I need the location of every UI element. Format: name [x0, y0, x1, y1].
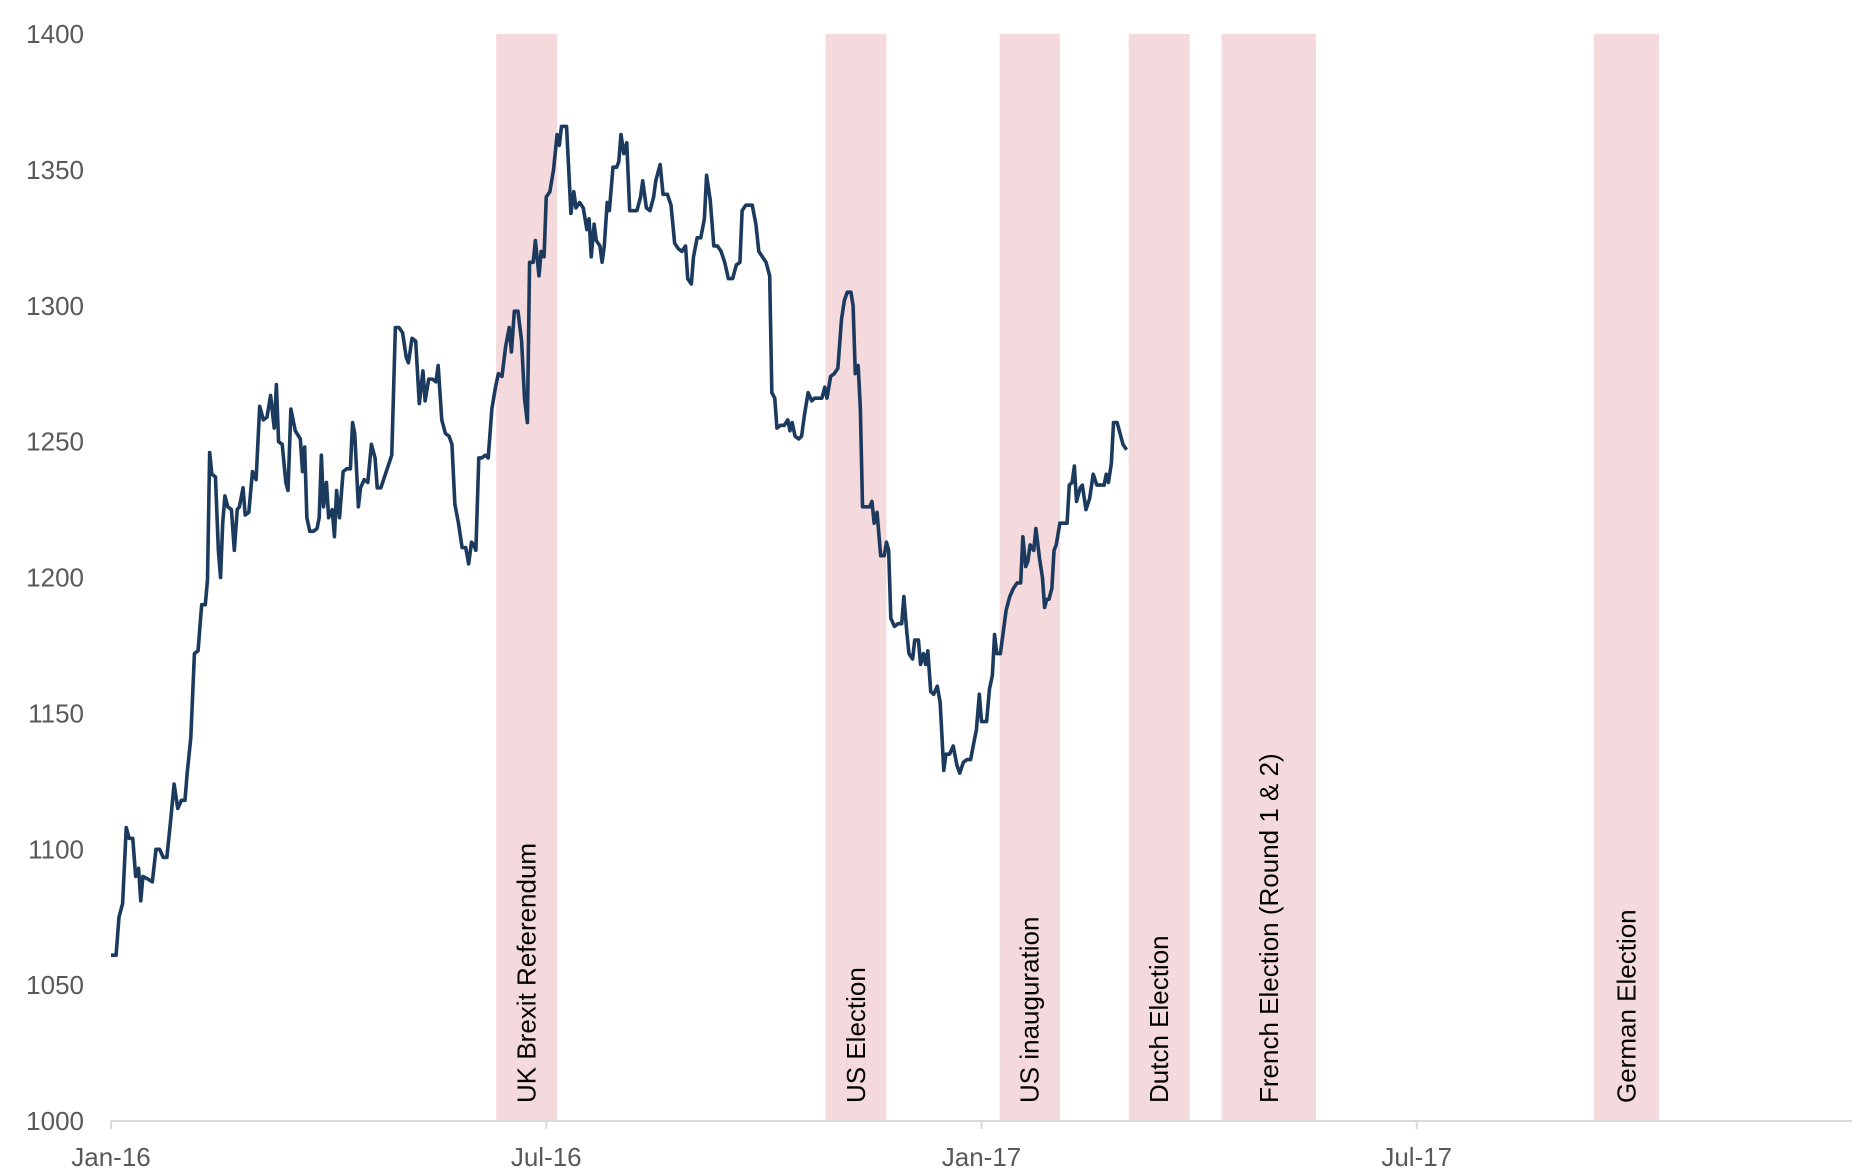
band-label: Dutch Election	[1144, 935, 1174, 1103]
x-tick-label: Jan-16	[71, 1142, 151, 1172]
event-band	[1593, 34, 1660, 1121]
event-band	[1128, 34, 1190, 1121]
x-tick-label: Jul-16	[511, 1142, 582, 1172]
y-tick-label: 1050	[26, 970, 84, 1000]
x-tick-label: Jan-17	[942, 1142, 1022, 1172]
y-tick-label: 1400	[26, 19, 84, 49]
event-band	[825, 34, 887, 1121]
y-tick-label: 1150	[28, 698, 84, 728]
y-tick-label: 1100	[28, 834, 84, 864]
band-label: US inauguration	[1015, 917, 1045, 1103]
band-label: US Election	[841, 967, 871, 1103]
band-label: French Election (Round 1 & 2)	[1254, 753, 1284, 1103]
y-tick-label: 1350	[26, 155, 84, 185]
event-band	[1221, 34, 1316, 1121]
y-tick-label: 1250	[26, 427, 84, 457]
y-tick-label: 1200	[26, 563, 84, 593]
event-band	[999, 34, 1060, 1121]
price-line	[111, 124, 1129, 958]
y-tick-label: 1000	[26, 1106, 84, 1136]
y-tick-label: 1300	[26, 291, 84, 321]
x-tick-label: Jul-17	[1381, 1142, 1452, 1172]
band-label: UK Brexit Referendum	[512, 843, 542, 1103]
band-label: German Election	[1611, 909, 1641, 1103]
